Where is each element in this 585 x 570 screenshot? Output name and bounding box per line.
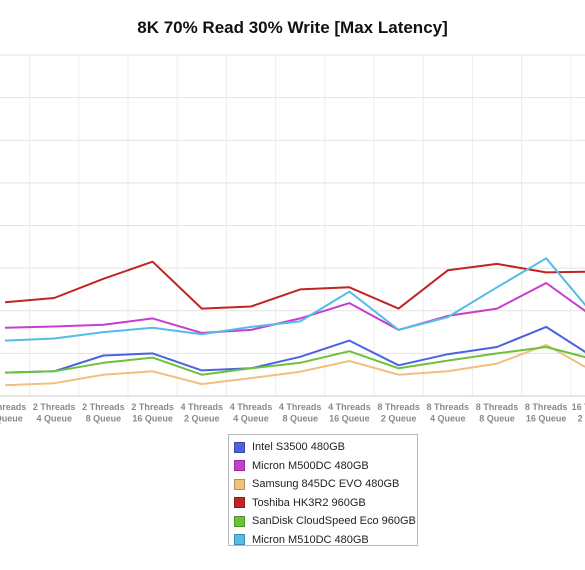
x-tick-label: 2 Threads 8 Queue bbox=[82, 402, 125, 424]
x-tick-label: 8 Threads 8 Queue bbox=[476, 402, 519, 424]
legend-label: Samsung 845DC EVO 480GB bbox=[252, 478, 400, 491]
legend-item: Samsung 845DC EVO 480GB bbox=[234, 475, 417, 494]
legend-item: SanDisk CloudSpeed Eco 960GB bbox=[234, 512, 417, 531]
series-line-1 bbox=[4, 282, 585, 334]
legend-item: Micron M500DC 480GB bbox=[234, 457, 417, 476]
x-tick-label: 8 Threads 4 Queue bbox=[427, 402, 470, 424]
legend-swatch bbox=[234, 515, 245, 527]
x-tick-label: 2 Threads 16 Queue bbox=[131, 402, 174, 424]
legend-item: Toshiba HK3R2 960GB bbox=[234, 494, 417, 513]
x-tick-label: 2 Threads 4 Queue bbox=[33, 402, 76, 424]
x-tick-label: 4 Threads 16 Queue bbox=[328, 402, 371, 424]
x-tick-label: 8 Threads 16 Queue bbox=[525, 402, 568, 424]
legend-label: Micron M500DC 480GB bbox=[252, 459, 369, 472]
series-line-3 bbox=[4, 260, 585, 310]
x-tick-label: 4 Threads 2 Queue bbox=[181, 402, 224, 424]
x-tick-label: 4 Threads 8 Queue bbox=[279, 402, 322, 424]
series-line-4 bbox=[4, 346, 585, 376]
legend: Intel S3500 480GB Micron M500DC 480GB Sams… bbox=[228, 434, 418, 546]
legend-label: SanDisk CloudSpeed Eco 960GB bbox=[252, 515, 416, 528]
legend-swatch bbox=[234, 441, 245, 453]
series-lines bbox=[4, 257, 585, 387]
legend-item: Intel S3500 480GB bbox=[234, 438, 417, 457]
x-tick-label: 4 Threads 4 Queue bbox=[230, 402, 273, 424]
legend-label: Intel S3500 480GB bbox=[252, 441, 345, 454]
legend-swatch bbox=[234, 478, 245, 490]
legend-swatch bbox=[234, 534, 245, 546]
series-line-0 bbox=[4, 325, 585, 374]
gridlines bbox=[0, 54, 585, 396]
chart-title: 8K 70% Read 30% Write [Max Latency] bbox=[137, 18, 448, 37]
x-tick-label: 8 Threads 2 Queue bbox=[377, 402, 420, 424]
legend-swatch bbox=[234, 460, 245, 472]
legend-label: Toshiba HK3R2 960GB bbox=[252, 496, 366, 509]
legend-label: Micron M510DC 480GB bbox=[252, 533, 369, 546]
series-line-5 bbox=[4, 257, 585, 342]
legend-swatch bbox=[234, 497, 245, 509]
legend-item: Micron M510DC 480GB bbox=[234, 531, 417, 550]
